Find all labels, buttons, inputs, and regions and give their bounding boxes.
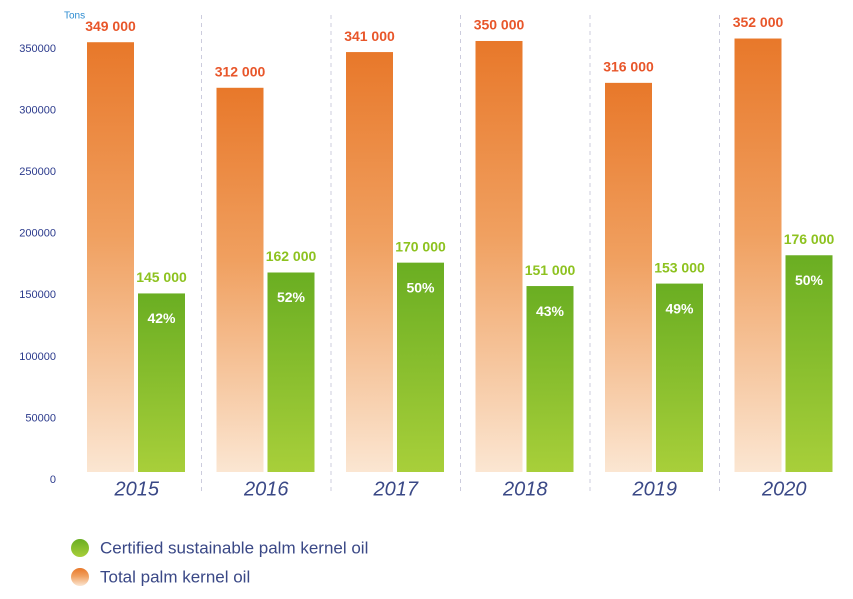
share-label: 42% <box>147 310 176 326</box>
x-tick-label: 2018 <box>502 478 548 500</box>
value-label: 145 000 <box>136 269 187 285</box>
y-axis-label: Tons <box>64 11 85 22</box>
legend-label: Total palm kernel oil <box>100 567 250 586</box>
share-label: 52% <box>277 289 306 305</box>
legend-label: Certified sustainable palm kernel oil <box>100 538 368 557</box>
bar <box>397 262 444 472</box>
y-tick-label: 50000 <box>25 412 56 424</box>
share-label: 49% <box>665 300 694 316</box>
bar <box>267 272 315 472</box>
bar <box>346 52 393 473</box>
value-label: 162 000 <box>266 248 317 264</box>
bar <box>656 283 703 472</box>
y-tick-label: 0 <box>50 474 56 486</box>
y-tick-label: 350000 <box>19 43 56 55</box>
value-label: 341 000 <box>344 28 395 44</box>
bar <box>216 87 264 472</box>
x-tick-label: 2020 <box>761 478 807 500</box>
legend-marker <box>71 568 89 586</box>
y-tick-label: 200000 <box>19 228 56 240</box>
x-tick-label: 2017 <box>373 478 419 500</box>
share-label: 50% <box>795 272 824 288</box>
value-label: 176 000 <box>784 231 835 247</box>
share-label: 50% <box>406 279 435 295</box>
x-tick-label: 2019 <box>632 478 678 500</box>
bar <box>138 293 185 472</box>
x-tick-label: 2016 <box>243 478 289 500</box>
y-tick-label: 100000 <box>19 351 56 363</box>
value-label: 153 000 <box>654 259 705 275</box>
value-label: 349 000 <box>85 18 136 34</box>
share-label: 43% <box>536 303 565 319</box>
value-label: 316 000 <box>603 59 654 75</box>
bar <box>87 42 134 472</box>
bar <box>734 38 782 472</box>
bar <box>605 82 652 472</box>
y-tick-label: 150000 <box>19 289 56 301</box>
x-tick-label: 2015 <box>114 478 160 500</box>
legend-marker <box>71 539 89 557</box>
value-label: 352 000 <box>733 14 784 30</box>
y-tick-label: 300000 <box>19 104 56 116</box>
bar <box>785 255 833 472</box>
value-label: 312 000 <box>215 63 266 79</box>
value-label: 151 000 <box>525 262 576 278</box>
y-tick-label: 250000 <box>19 166 56 178</box>
bar <box>475 40 523 473</box>
value-label: 350 000 <box>474 17 525 33</box>
bar <box>526 286 574 472</box>
value-label: 170 000 <box>395 238 446 254</box>
